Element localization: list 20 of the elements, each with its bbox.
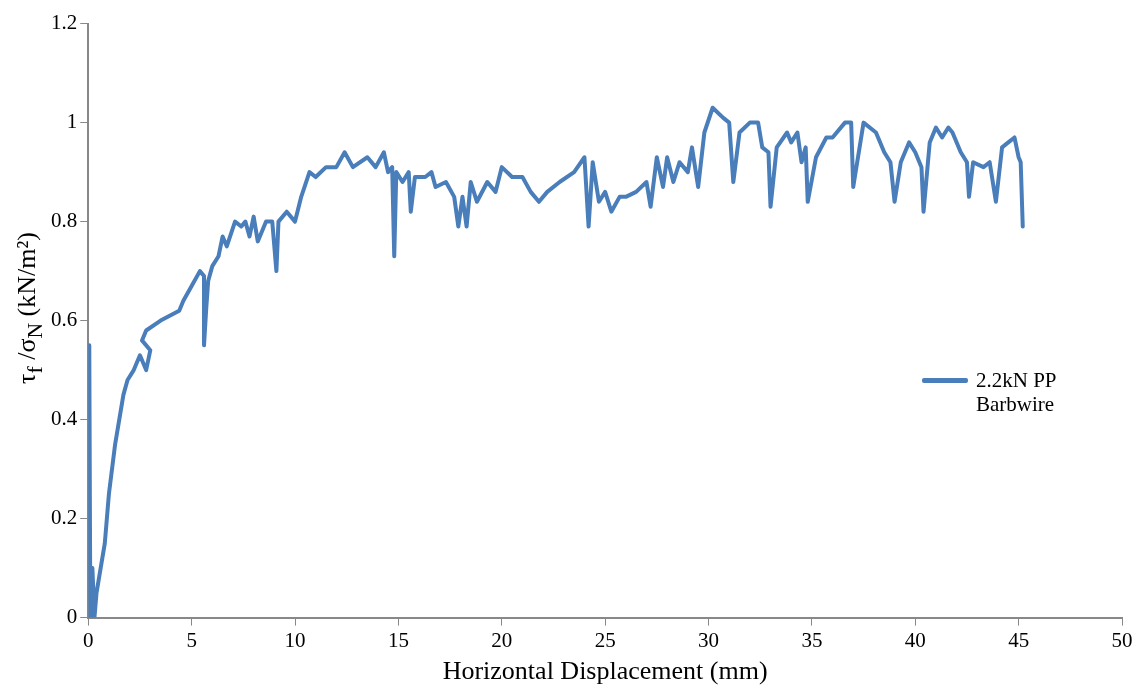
legend-label: 2.2kN PP Barbwire: [976, 368, 1057, 416]
x-tick-label: 35: [801, 627, 823, 652]
x-tick-label: 0: [83, 627, 94, 652]
y-tick-label: 0.6: [51, 307, 78, 332]
y-tick-label: 1: [66, 109, 78, 134]
x-tick-label: 15: [387, 627, 409, 652]
y-tick-label: 0.4: [51, 406, 78, 431]
x-tick-label: 10: [284, 627, 306, 652]
x-tick-label: 45: [1008, 627, 1030, 652]
x-tick-label: 5: [186, 627, 197, 652]
x-tick-label: 40: [904, 627, 926, 652]
x-tick-label: 50: [1111, 627, 1133, 652]
x-axis-title: Horizontal Displacement (mm): [442, 656, 768, 686]
x-tick-label: 30: [698, 627, 719, 652]
x-tick-label: 25: [594, 627, 616, 652]
y-tick-label: 1.2: [51, 10, 78, 35]
y-tick-label: 0.2: [51, 505, 78, 530]
y-tick-label: 0: [66, 604, 78, 629]
y-tick-label: 0.8: [51, 208, 78, 233]
x-tick-label: 20: [491, 627, 513, 652]
